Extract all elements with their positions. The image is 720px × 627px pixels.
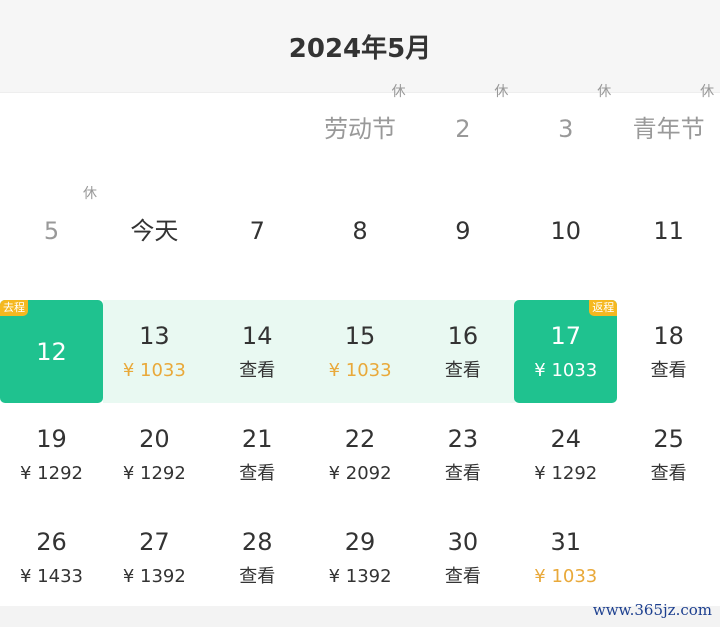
day-cell[interactable]: 今天 bbox=[103, 179, 206, 282]
day-number: 11 bbox=[653, 216, 684, 245]
day-price: ¥ 1433 bbox=[20, 565, 83, 587]
day-cell[interactable]: 14 查看 bbox=[206, 300, 309, 403]
day-price: ¥ 1033 bbox=[328, 359, 392, 381]
day-price: 查看 bbox=[239, 359, 276, 381]
day-price: 查看 bbox=[650, 359, 687, 381]
watermark: www.365jz.com bbox=[592, 601, 712, 619]
rest-day-badge: 休 bbox=[597, 84, 612, 100]
day-number: 28 bbox=[241, 527, 273, 556]
day-price: 查看 bbox=[444, 565, 481, 587]
day-cell[interactable]: 21 查看 bbox=[206, 403, 309, 506]
day-cell[interactable]: 9 bbox=[411, 179, 514, 282]
day-number: 2 bbox=[455, 114, 471, 143]
day-cell[interactable]: 20 ¥ 1292 bbox=[103, 403, 206, 506]
day-price: ¥ 2092 bbox=[328, 462, 392, 484]
day-number: 14 bbox=[241, 321, 273, 350]
day-number: 10 bbox=[550, 216, 582, 245]
day-cell[interactable]: 15 ¥ 1033 bbox=[309, 300, 412, 403]
day-cell[interactable]: 13 ¥ 1033 bbox=[103, 300, 206, 403]
day-price: 查看 bbox=[444, 462, 481, 484]
day-cell[interactable]: 18 查看 bbox=[617, 300, 720, 403]
day-cell[interactable]: 7 bbox=[206, 179, 309, 282]
rest-day-badge: 休 bbox=[391, 84, 406, 100]
day-number: 22 bbox=[344, 424, 376, 453]
day-number: 24 bbox=[550, 424, 582, 453]
day-price: ¥ 1033 bbox=[534, 359, 598, 381]
rest-day-badge: 休 bbox=[494, 84, 509, 100]
day-price: ¥ 1033 bbox=[122, 359, 186, 381]
day-number: 3 bbox=[558, 114, 574, 143]
day-cell[interactable]: 25 查看 bbox=[617, 403, 720, 506]
day-cell[interactable]: 27 ¥ 1392 bbox=[103, 506, 206, 609]
rest-day-badge: 休 bbox=[700, 84, 715, 100]
day-price: ¥ 1392 bbox=[328, 565, 392, 587]
day-cell[interactable]: 23 查看 bbox=[411, 403, 514, 506]
day-cell[interactable]: 29 ¥ 1392 bbox=[309, 506, 412, 609]
rest-day-badge: 休 bbox=[83, 186, 97, 202]
day-price: ¥ 1292 bbox=[534, 462, 598, 484]
day-number: 13 bbox=[139, 321, 170, 350]
selected-range-band bbox=[103, 300, 515, 403]
day-cell[interactable]: 10 bbox=[514, 179, 617, 282]
day-price: ¥ 1392 bbox=[122, 565, 186, 587]
day-number: 19 bbox=[36, 424, 67, 453]
day-number: 25 bbox=[653, 424, 684, 453]
day-price: 查看 bbox=[239, 462, 276, 484]
day-number: 21 bbox=[241, 424, 273, 453]
month-title: 2024年5月 bbox=[288, 33, 432, 64]
day-number: 17 bbox=[550, 321, 582, 350]
day-number: 青年节 bbox=[632, 114, 705, 143]
day-cell[interactable]: 28 查看 bbox=[206, 506, 309, 609]
day-cell[interactable]: 26 ¥ 1433 bbox=[0, 506, 103, 609]
day-price: 查看 bbox=[444, 359, 481, 381]
day-number: 27 bbox=[139, 527, 170, 556]
day-price: 查看 bbox=[650, 462, 687, 484]
day-number: 劳动节 bbox=[324, 114, 397, 143]
day-cell[interactable]: 19 ¥ 1292 bbox=[0, 403, 103, 506]
day-cell[interactable]: 24 ¥ 1292 bbox=[514, 403, 617, 506]
day-number: 30 bbox=[447, 527, 479, 556]
day-cell[interactable]: 劳动节 休 bbox=[309, 77, 412, 180]
day-price: ¥ 1033 bbox=[534, 565, 598, 587]
day-cell[interactable]: 青年节 休 bbox=[617, 77, 720, 180]
day-number: 18 bbox=[653, 321, 684, 350]
day-number: 31 bbox=[550, 527, 582, 556]
day-number: 8 bbox=[352, 216, 368, 245]
day-cell-depart[interactable]: 12 去程 bbox=[0, 300, 103, 403]
day-cell[interactable]: 31 ¥ 1033 bbox=[514, 506, 617, 609]
trip-tag: 返程 bbox=[589, 300, 618, 316]
day-number: 26 bbox=[36, 527, 67, 556]
day-price: 查看 bbox=[239, 565, 276, 587]
day-price: ¥ 1292 bbox=[20, 462, 83, 484]
day-number: 今天 bbox=[130, 216, 179, 245]
day-number: 16 bbox=[447, 321, 479, 350]
day-price: ¥ 1292 bbox=[122, 462, 186, 484]
day-cell[interactable]: 22 ¥ 2092 bbox=[309, 403, 412, 506]
day-number: 29 bbox=[344, 527, 376, 556]
trip-tag: 去程 bbox=[0, 300, 28, 316]
day-number: 5 bbox=[43, 216, 60, 245]
day-cell[interactable]: 11 bbox=[617, 179, 720, 282]
day-number: 7 bbox=[249, 216, 265, 245]
day-number: 20 bbox=[139, 424, 170, 453]
month-header: 2024年5月 bbox=[0, 0, 720, 93]
day-number: 12 bbox=[36, 337, 67, 366]
day-cell[interactable]: 16 查看 bbox=[411, 300, 514, 403]
day-number: 9 bbox=[455, 216, 471, 245]
day-cell[interactable]: 8 bbox=[309, 179, 412, 282]
day-number: 23 bbox=[447, 424, 479, 453]
day-cell[interactable]: 30 查看 bbox=[411, 506, 514, 609]
footer-bar bbox=[0, 606, 720, 627]
day-number: 15 bbox=[344, 321, 376, 350]
day-cell-return[interactable]: 17 ¥ 1033 返程 bbox=[514, 300, 618, 403]
